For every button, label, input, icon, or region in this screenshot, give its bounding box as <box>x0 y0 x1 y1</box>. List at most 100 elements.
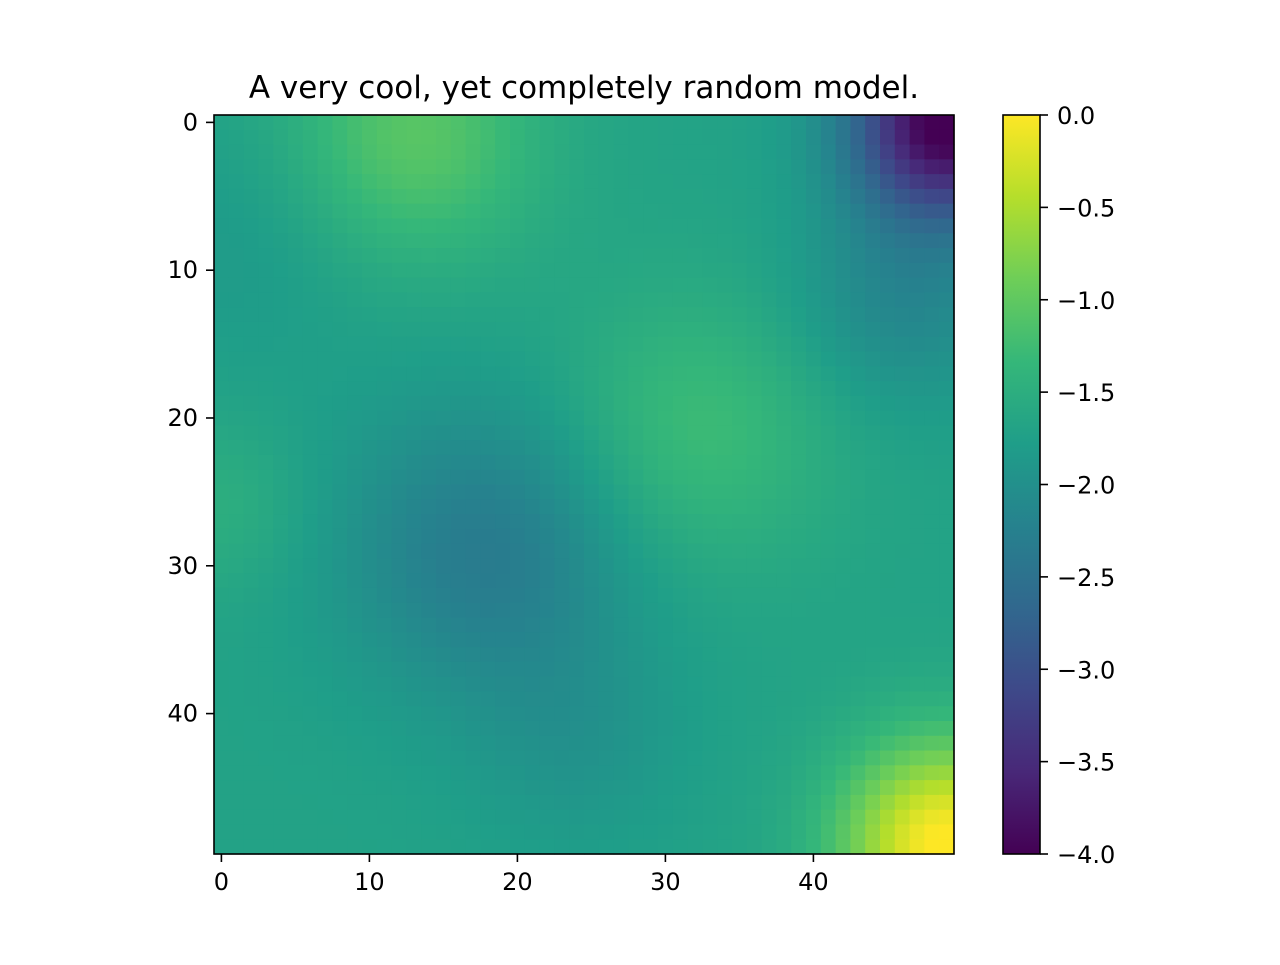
heatmap-cell <box>717 720 733 737</box>
heatmap-cell <box>554 366 570 382</box>
heatmap-cell <box>332 780 348 796</box>
heatmap-cell <box>436 440 452 456</box>
heatmap-cell <box>865 381 881 397</box>
heatmap-cell <box>288 809 304 826</box>
heatmap-cell <box>598 543 615 559</box>
heatmap-cell <box>761 233 777 249</box>
heatmap-cell <box>598 573 615 589</box>
heatmap-cell <box>288 381 304 397</box>
heatmap-cell <box>421 307 437 323</box>
heatmap-cell <box>820 750 837 766</box>
heatmap-cell <box>628 543 644 559</box>
heatmap-cell <box>850 351 866 367</box>
heatmap-cell <box>598 454 615 471</box>
heatmap-cell <box>732 218 748 234</box>
heatmap-cell <box>894 307 911 323</box>
heatmap-cell <box>228 661 245 678</box>
heatmap-cell <box>924 218 940 234</box>
heatmap-cell <box>732 395 748 412</box>
heatmap-cell <box>495 321 511 338</box>
heatmap-cell <box>347 218 363 234</box>
heatmap-cell <box>643 381 659 397</box>
heatmap-cell <box>406 454 422 471</box>
heatmap-cell <box>273 425 289 441</box>
heatmap-cell <box>214 188 230 205</box>
heatmap-cell <box>554 602 570 619</box>
heatmap-cell <box>362 809 378 826</box>
heatmap-cell <box>554 248 570 264</box>
heatmap-cell <box>939 676 955 693</box>
heatmap-cell <box>865 321 881 338</box>
heatmap-cell <box>406 765 422 781</box>
heatmap-cell <box>258 159 274 175</box>
heatmap-cell <box>584 735 600 752</box>
heatmap-cell <box>421 159 437 175</box>
heatmap-cell <box>865 573 881 589</box>
heatmap-cell <box>761 514 777 530</box>
heatmap-cell <box>687 174 703 190</box>
heatmap-cell <box>539 647 555 663</box>
heatmap-cell <box>273 307 289 323</box>
heatmap-cell <box>480 647 496 663</box>
heatmap-cell <box>495 661 511 678</box>
heatmap-cell <box>332 454 348 471</box>
heatmap-cell <box>880 188 896 205</box>
heatmap-cell <box>613 514 629 530</box>
heatmap-cell <box>539 188 555 205</box>
heatmap-cell <box>332 440 348 456</box>
heatmap-cell <box>584 809 600 826</box>
heatmap-cell <box>391 159 407 175</box>
heatmap-cell <box>584 558 600 574</box>
heatmap-cell <box>746 573 763 589</box>
heatmap-cell <box>228 587 245 604</box>
heatmap-cell <box>806 366 822 382</box>
heatmap-cell <box>746 218 763 234</box>
heatmap-cell <box>243 248 259 264</box>
heatmap-cell <box>806 469 822 486</box>
heatmap-cell <box>510 632 526 648</box>
heatmap-cell <box>495 573 511 589</box>
heatmap-cell <box>480 602 496 619</box>
heatmap-cell <box>288 720 304 737</box>
heatmap-cell <box>436 765 452 781</box>
heatmap-cell <box>421 203 437 220</box>
heatmap-cell <box>643 336 659 353</box>
heatmap-cell <box>302 824 319 840</box>
heatmap-cell <box>376 233 393 249</box>
heatmap-cell <box>791 661 807 678</box>
heatmap-cell <box>598 602 615 619</box>
heatmap-cell <box>391 632 407 648</box>
heatmap-cell <box>717 203 733 220</box>
heatmap-cell <box>347 203 363 220</box>
heatmap-cell <box>598 277 615 293</box>
heatmap-cell <box>687 321 703 338</box>
heatmap-cell <box>924 839 940 855</box>
heatmap-cell <box>598 395 615 412</box>
heatmap-cell <box>569 632 585 648</box>
heatmap-cell <box>332 484 348 500</box>
heatmap-cell <box>436 469 452 486</box>
heatmap-cell <box>243 233 259 249</box>
heatmap-cell <box>302 218 319 234</box>
heatmap-cell <box>672 248 689 264</box>
heatmap-cell <box>347 381 363 397</box>
heatmap-cell <box>347 366 363 382</box>
heatmap-cell <box>672 395 689 412</box>
heatmap-cell <box>613 292 629 308</box>
heatmap-cell <box>332 765 348 781</box>
heatmap-cell <box>613 307 629 323</box>
heatmap-cell <box>391 381 407 397</box>
heatmap-cell <box>302 366 319 382</box>
heatmap-cell <box>865 336 881 353</box>
heatmap-cell <box>732 573 748 589</box>
heatmap-cell <box>658 144 674 160</box>
heatmap-cell <box>302 750 319 766</box>
heatmap-cell <box>835 292 851 308</box>
heatmap-cell <box>228 248 245 264</box>
heatmap-cell <box>791 174 807 190</box>
heatmap-cell <box>865 587 881 604</box>
heatmap-cell <box>584 351 600 367</box>
heatmap-cell <box>850 115 866 131</box>
